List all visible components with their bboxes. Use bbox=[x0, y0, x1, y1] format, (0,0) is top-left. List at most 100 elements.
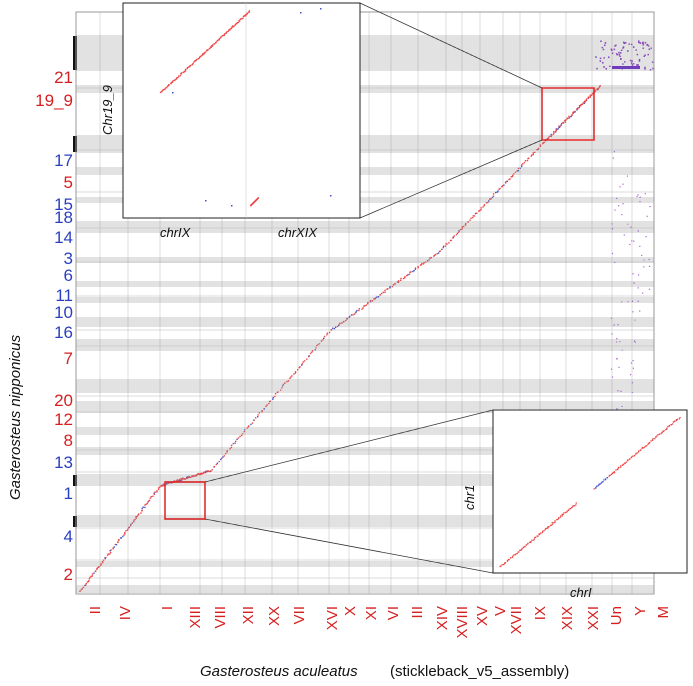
alignment-dot bbox=[149, 497, 152, 499]
alignment-dot bbox=[644, 54, 646, 57]
inset-dot bbox=[180, 73, 183, 75]
inset-dot bbox=[646, 445, 648, 447]
alignment-dot bbox=[162, 483, 165, 485]
alignment-dot bbox=[140, 512, 142, 514]
alignment-dot bbox=[611, 333, 613, 335]
alignment-dot bbox=[373, 298, 375, 300]
inset-dot bbox=[518, 551, 520, 553]
inset-dot bbox=[560, 515, 562, 517]
alignment-dot bbox=[620, 390, 622, 392]
alignment-dot bbox=[505, 181, 507, 183]
alignment-dot bbox=[384, 289, 386, 292]
alignment-dot bbox=[266, 404, 268, 406]
alignment-dot bbox=[91, 573, 94, 575]
inset-dot bbox=[236, 22, 238, 24]
inset-dot bbox=[661, 432, 663, 434]
alignment-dot bbox=[194, 475, 197, 477]
alignment-dot bbox=[369, 300, 372, 302]
alignment-dot bbox=[620, 58, 622, 60]
alignment-dot bbox=[632, 360, 634, 362]
inset-dot bbox=[561, 513, 563, 515]
alignment-dot bbox=[479, 209, 481, 212]
alignment-dot bbox=[334, 326, 337, 328]
inset-dot bbox=[499, 565, 501, 568]
inset-dot bbox=[202, 53, 204, 55]
alignment-dot bbox=[530, 155, 532, 157]
inset-dot bbox=[641, 446, 644, 449]
inset-dot bbox=[602, 481, 604, 483]
alignment-dot bbox=[215, 463, 218, 466]
inset-dot bbox=[330, 195, 332, 197]
x-tick-label: VIII bbox=[212, 606, 229, 629]
alignment-dot bbox=[453, 235, 455, 237]
alignment-dot bbox=[417, 265, 419, 268]
alignment-dot bbox=[605, 67, 607, 70]
y-tick-label: 21 bbox=[54, 68, 73, 87]
alignment-dot bbox=[303, 360, 306, 362]
alignment-dot bbox=[381, 292, 383, 295]
alignment-dot bbox=[389, 286, 391, 288]
inset-dot bbox=[167, 85, 169, 87]
alignment-dot bbox=[128, 526, 130, 528]
alignment-dot bbox=[397, 280, 400, 282]
inset-dot bbox=[164, 87, 167, 89]
alignment-dot bbox=[594, 90, 596, 93]
alignment-dot bbox=[517, 169, 520, 172]
alignment-dot bbox=[338, 323, 340, 326]
alignment-dot bbox=[560, 122, 563, 125]
alignment-dot bbox=[638, 274, 640, 276]
alignment-dot bbox=[379, 294, 381, 296]
alignment-dot bbox=[492, 195, 495, 197]
inset-dot bbox=[175, 78, 177, 81]
y-tick-label: 4 bbox=[64, 527, 73, 546]
inset-dot bbox=[230, 27, 233, 29]
inset-dot bbox=[248, 10, 251, 12]
alignment-dot bbox=[141, 507, 143, 510]
alignment-dot bbox=[445, 243, 447, 245]
alignment-dot bbox=[104, 557, 106, 559]
alignment-dot bbox=[195, 474, 197, 477]
alignment-dot bbox=[617, 390, 619, 392]
y-tick-label: 6 bbox=[64, 266, 73, 285]
alignment-dot bbox=[284, 382, 286, 384]
alignment-dot bbox=[630, 374, 632, 376]
alignment-dot bbox=[637, 230, 639, 232]
inset-dot bbox=[162, 89, 164, 91]
alignment-dot bbox=[160, 485, 162, 487]
x-tick-label: I bbox=[159, 606, 176, 610]
alignment-dot bbox=[367, 303, 369, 305]
alignment-dot bbox=[596, 67, 598, 70]
alignment-dot bbox=[153, 493, 155, 496]
alignment-dot bbox=[301, 363, 304, 365]
inset-dot bbox=[571, 506, 573, 509]
inset-dot bbox=[529, 541, 532, 543]
inset-dot bbox=[239, 20, 241, 22]
inset-dot bbox=[538, 533, 540, 535]
inset-dot bbox=[675, 419, 678, 422]
alignment-dot bbox=[504, 182, 507, 184]
inset-dot bbox=[215, 41, 217, 43]
alignment-dot bbox=[602, 61, 604, 64]
inset-dot bbox=[523, 546, 525, 548]
band-marker bbox=[73, 36, 77, 70]
alignment-dot bbox=[348, 316, 350, 319]
alignment-dot bbox=[573, 111, 575, 113]
alignment-dot bbox=[539, 144, 541, 146]
inset-dot bbox=[220, 37, 222, 39]
inset-dot bbox=[217, 39, 219, 41]
alignment-dot bbox=[556, 128, 558, 131]
y-tick-label: 20 bbox=[54, 391, 73, 410]
alignment-dot bbox=[492, 193, 495, 195]
inset-dot bbox=[189, 64, 191, 67]
alignment-dot bbox=[274, 393, 277, 395]
inset-dot bbox=[237, 21, 240, 23]
alignment-dot bbox=[613, 48, 616, 51]
inset-dot bbox=[641, 447, 643, 449]
alignment-dot bbox=[235, 440, 237, 442]
alignment-dot bbox=[611, 376, 614, 378]
alignment-dot bbox=[612, 157, 614, 159]
alignment-dot bbox=[446, 243, 448, 245]
alignment-dot bbox=[630, 62, 633, 64]
inset-dot bbox=[547, 526, 549, 528]
x-tick-label: XVIII bbox=[454, 606, 471, 639]
